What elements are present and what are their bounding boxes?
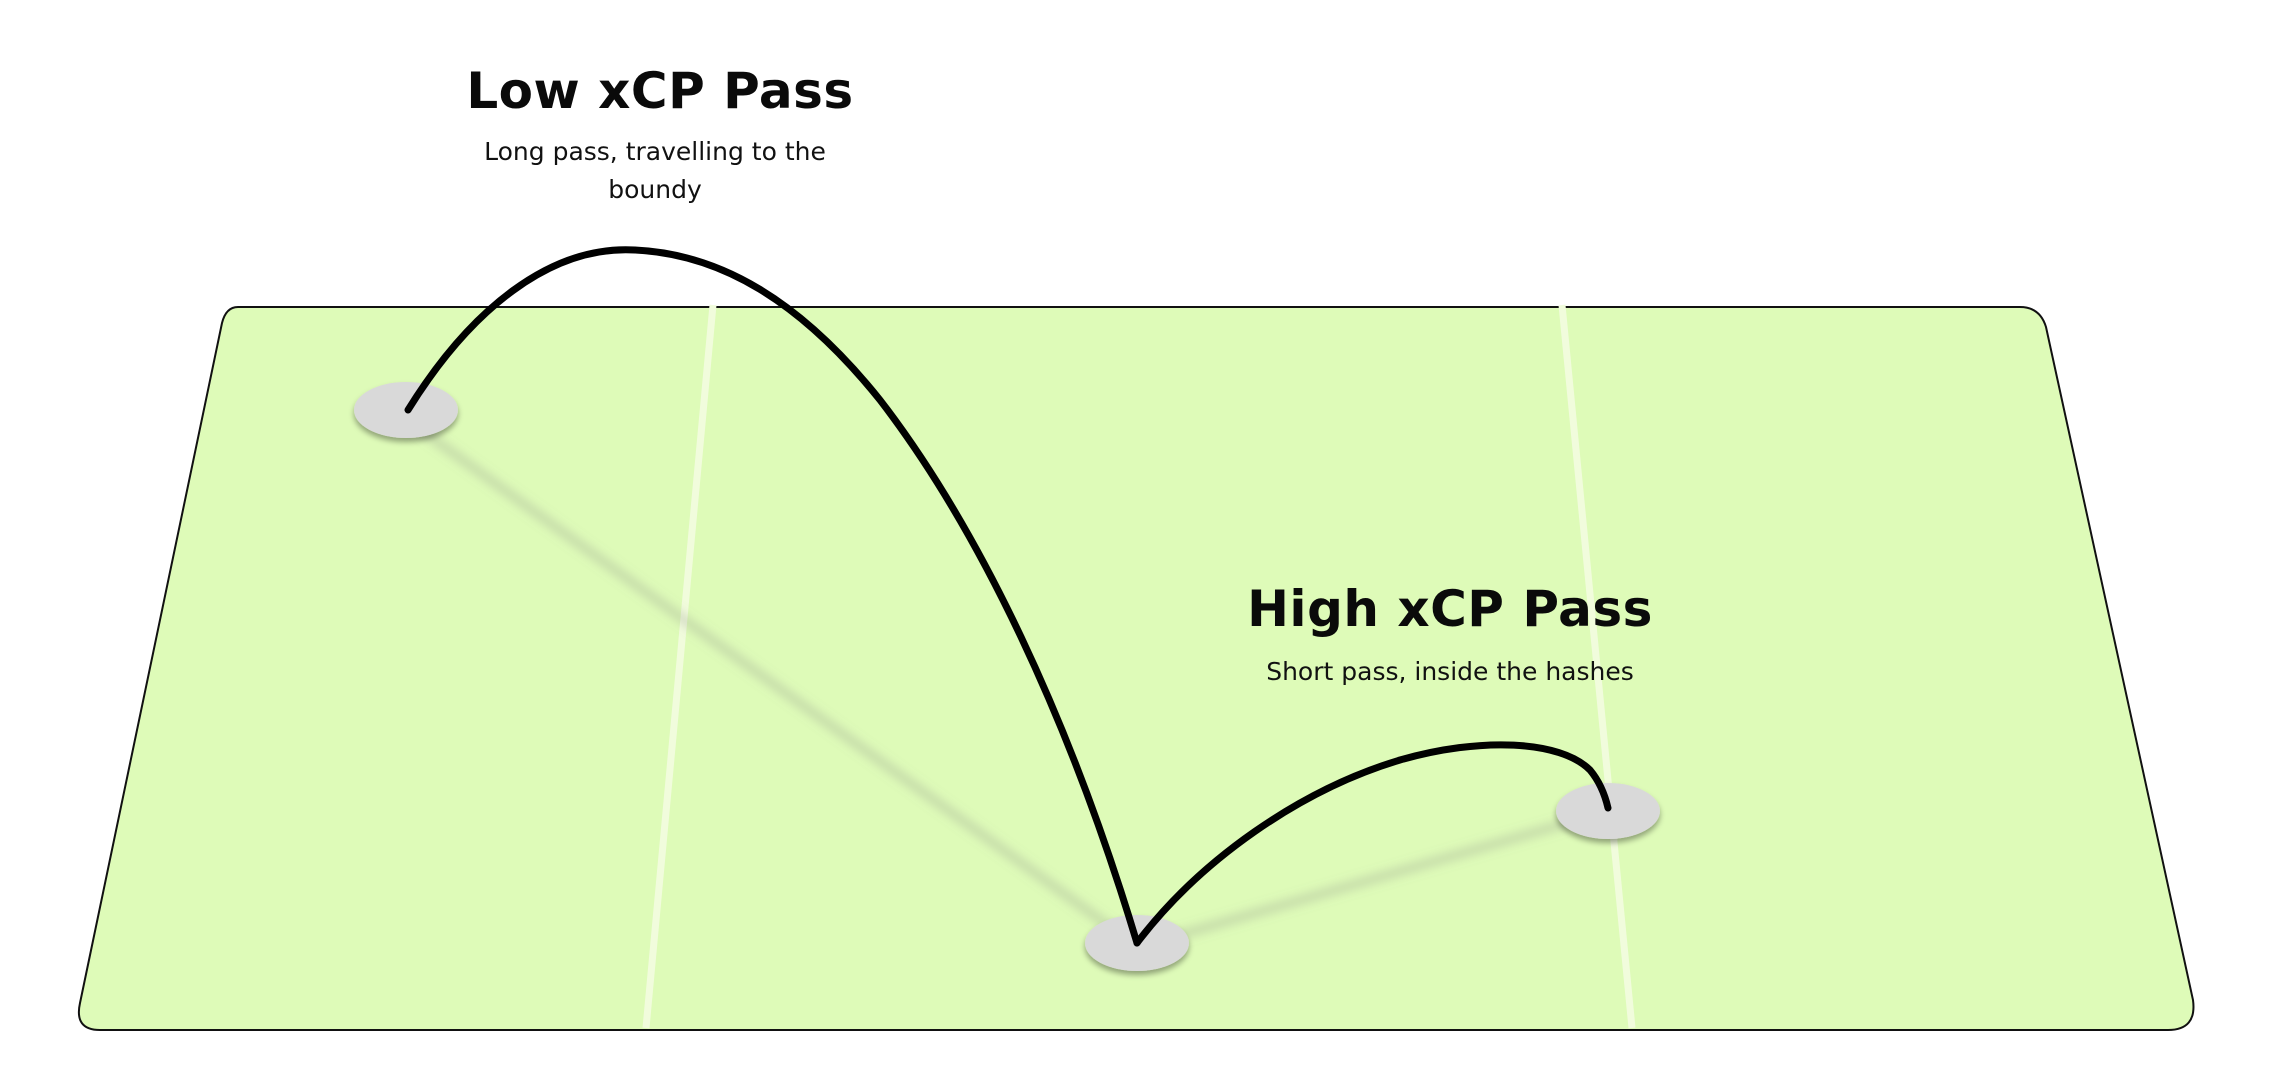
low-xcp-title: Low xCP Pass xyxy=(466,62,854,120)
high-xcp-title: High xCP Pass xyxy=(1247,580,1653,638)
field-line-left xyxy=(642,304,717,1029)
high-pass-ground-shadow xyxy=(1140,807,1610,950)
field-line-right xyxy=(1558,304,1636,1029)
high-xcp-pass-arc xyxy=(1133,741,1612,947)
high-xcp-description: Short pass, inside the hashes xyxy=(1266,657,1634,686)
low-pass-ground-shadow xyxy=(405,417,1140,950)
low-xcp-description: Long pass, travelling to the boundy xyxy=(484,137,826,204)
field xyxy=(78,306,2195,1031)
low-xcp-pass-arc xyxy=(404,246,1141,947)
